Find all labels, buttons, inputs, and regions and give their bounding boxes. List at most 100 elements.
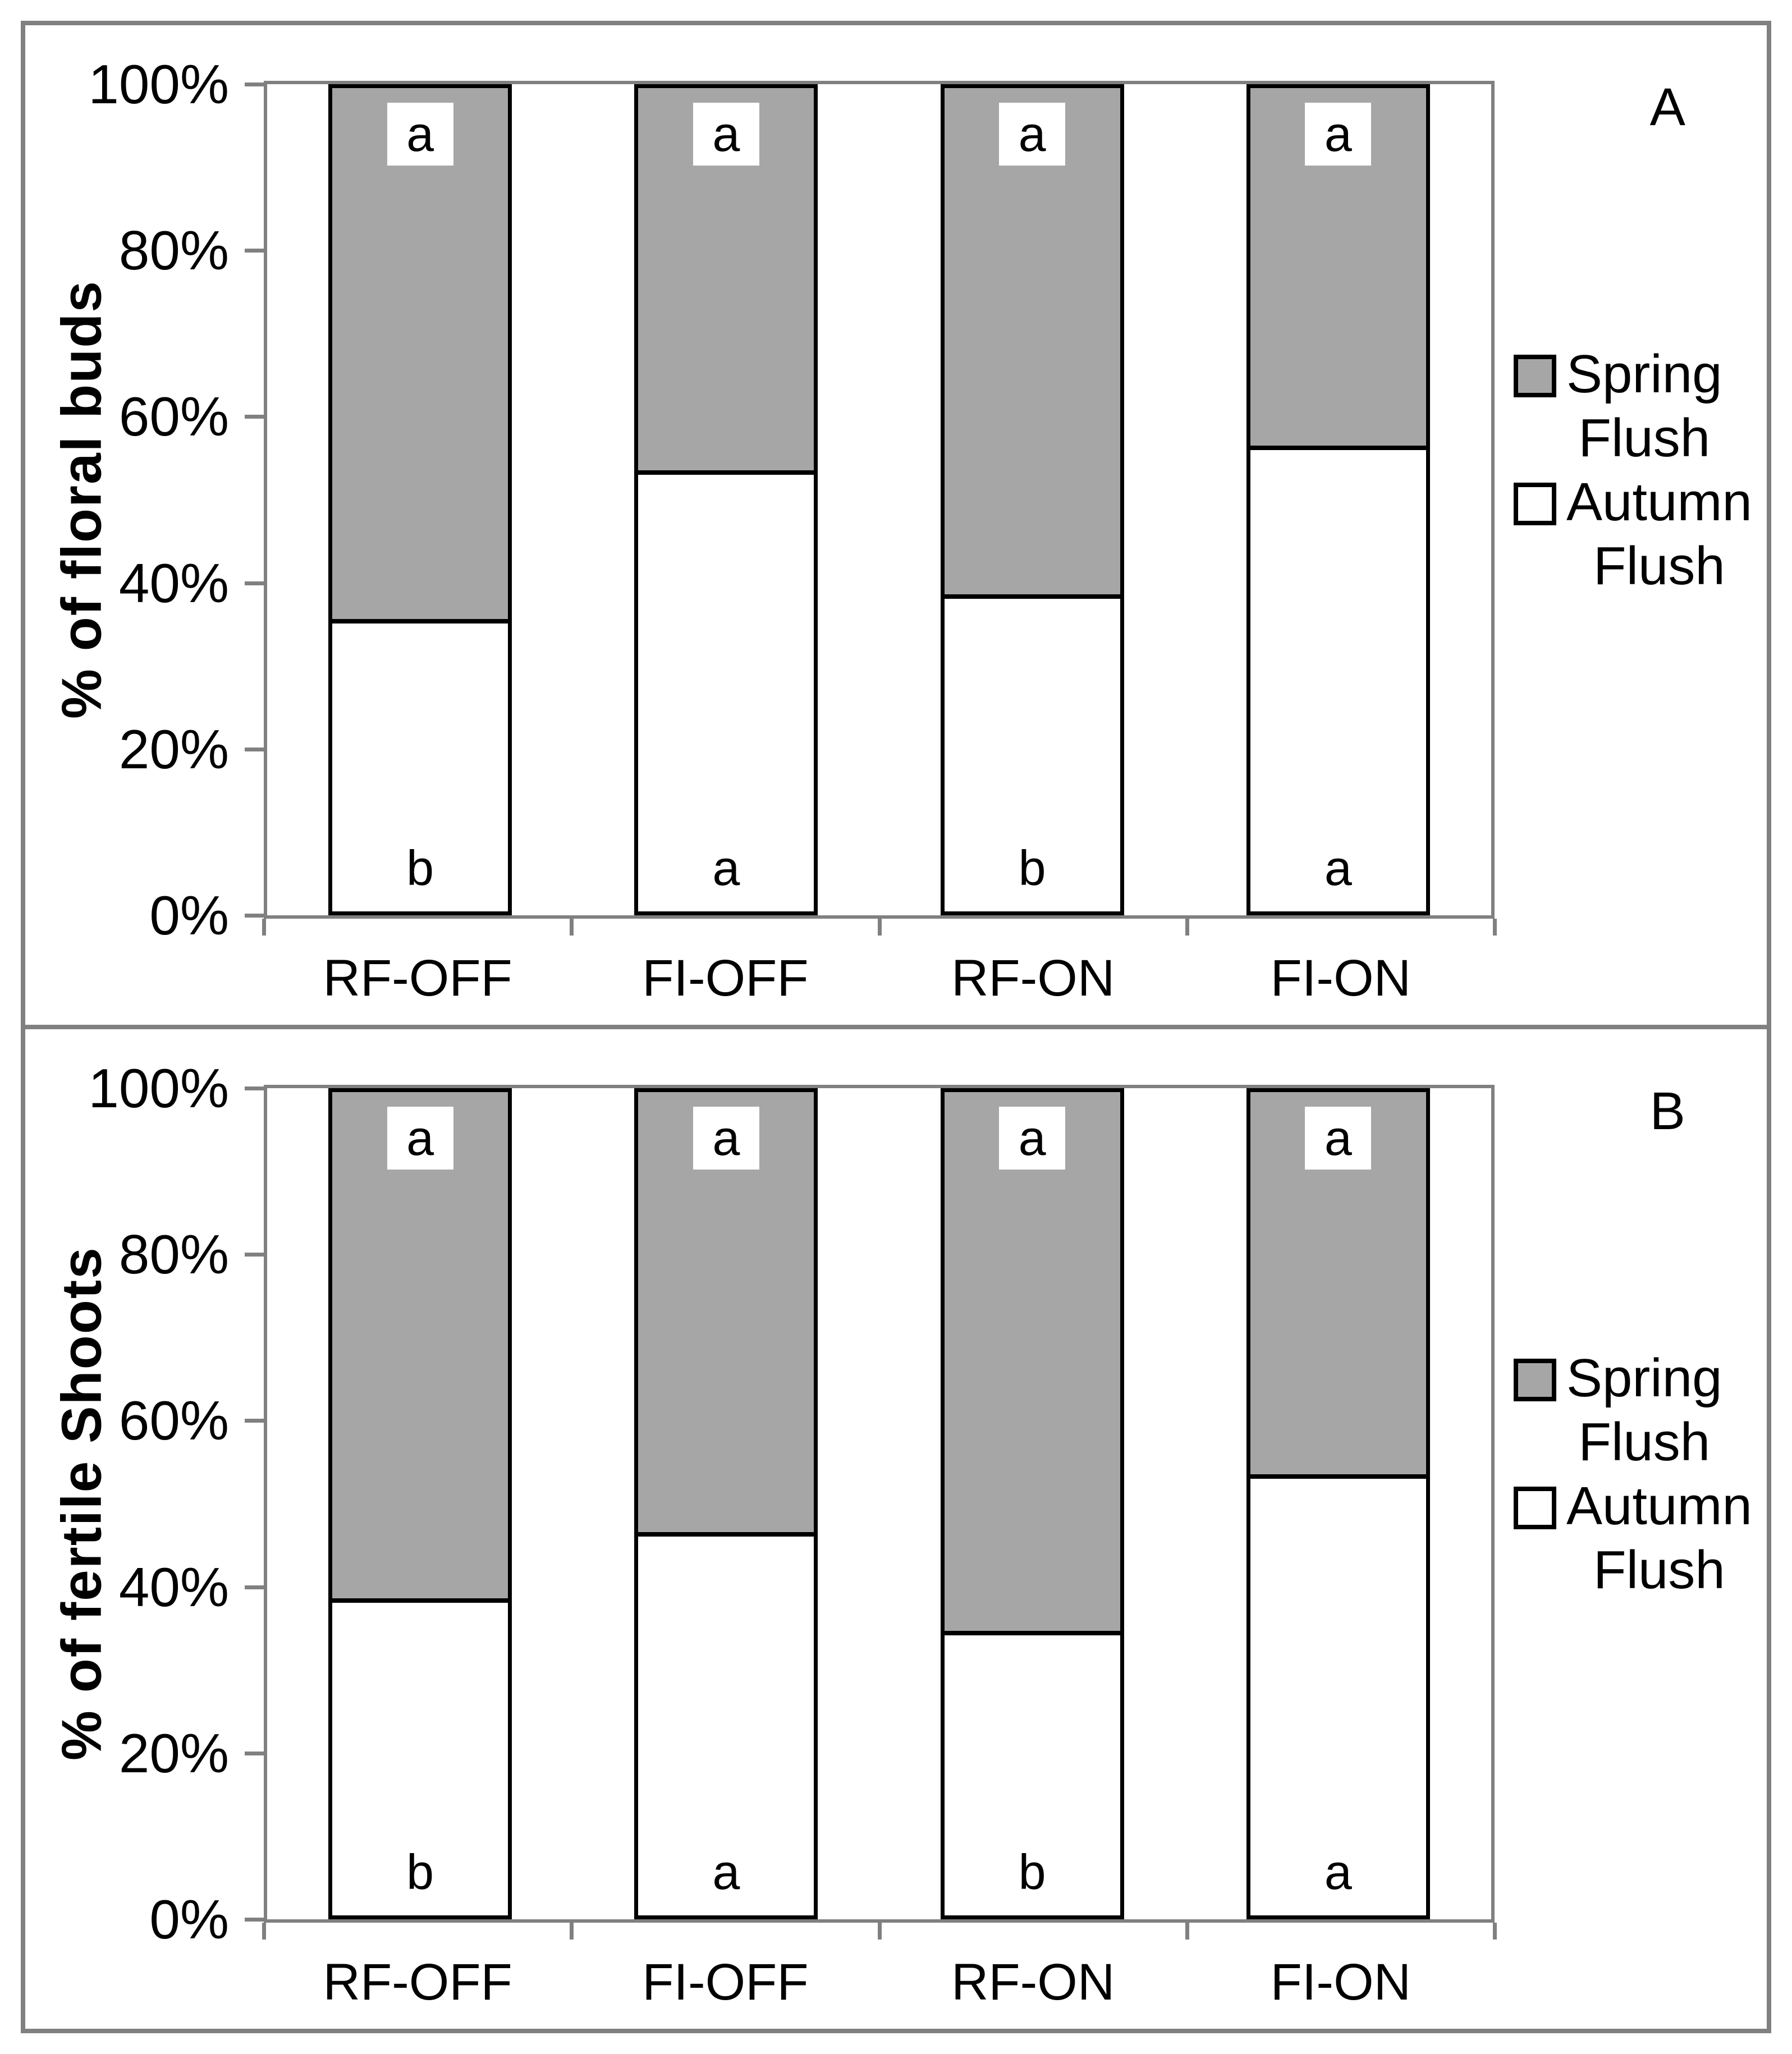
significance-letter-box: a (999, 1107, 1066, 1170)
significance-letter: b (406, 1844, 434, 1900)
significance-letter-box: a (693, 103, 759, 166)
legend-label-line: Flush (1593, 1540, 1725, 1600)
x-axis-labels: RF-OFF FI-OFF RF-ON FI-ON (264, 949, 1495, 1008)
significance-letter-box: a (1305, 1107, 1372, 1170)
x-label-fi-off: FI-OFF (642, 1954, 809, 2011)
y-tick-mark (245, 747, 267, 751)
significance-letter-box: a (693, 1107, 759, 1170)
y-tick-mark (245, 914, 267, 918)
y-tick-label: 0% (149, 884, 229, 946)
significance-letter: b (1018, 1844, 1046, 1900)
x-label-fi-off: FI-OFF (642, 950, 809, 1007)
y-tick-label: 0% (149, 1888, 229, 1950)
x-label-rf-off: RF-OFF (323, 950, 512, 1007)
y-tick-label: 100% (88, 53, 229, 115)
significance-letter-box: a (999, 103, 1066, 166)
significance-letter-box: a (387, 1107, 453, 1170)
legend-label-line: Flush (1578, 408, 1711, 468)
y-tick-label: 40% (118, 1556, 229, 1618)
y-tick-label: 20% (118, 1722, 229, 1784)
x-label-rf-on: RF-ON (951, 1954, 1115, 2011)
y-tick-mark (245, 249, 267, 253)
x-tick-mark (877, 1923, 882, 1940)
legend-entry: Autumn Flush (1514, 470, 1772, 598)
legend-label-line: Autumn (1566, 472, 1752, 532)
segment-spring-flush: a (1250, 88, 1426, 451)
legend-entry: Spring Flush (1514, 342, 1772, 470)
significance-letter: a (712, 1844, 740, 1900)
legend-label-line: Spring (1566, 1348, 1722, 1408)
y-tick-label: 60% (118, 386, 229, 448)
x-tick-mark (570, 919, 574, 936)
segment-spring-flush: a (332, 88, 508, 623)
significance-letter: a (1324, 840, 1352, 896)
segment-spring-flush: a (1250, 1092, 1426, 1479)
y-tick-mark (245, 581, 267, 585)
x-label-fi-on: FI-ON (1270, 1954, 1411, 2011)
y-tick-mark (245, 1419, 267, 1423)
autumn-flush-swatch (1514, 483, 1556, 525)
segment-spring-flush: a (638, 1092, 814, 1537)
legend-entry: Autumn Flush (1514, 1474, 1772, 1602)
y-tick-label: 40% (118, 552, 229, 614)
x-label-rf-on: RF-ON (951, 950, 1115, 1007)
segment-spring-flush: a (332, 1092, 508, 1603)
legend-label-line: Autumn (1566, 1476, 1752, 1536)
segment-autumn-flush: a (1250, 1479, 1426, 1915)
significance-letter: a (1324, 1844, 1352, 1900)
legend-label: Autumn Flush (1566, 1474, 1752, 1602)
legend: Spring Flush Autumn Flush (1514, 1346, 1772, 1602)
x-tick-mark (262, 1923, 266, 1940)
x-axis-ticks (262, 1923, 1497, 1942)
segment-autumn-flush: a (1250, 450, 1426, 911)
y-tick-label: 80% (118, 1223, 229, 1286)
segment-autumn-flush: a (638, 475, 814, 911)
segment-autumn-flush: a (638, 1537, 814, 1915)
y-tick-mark (245, 1918, 267, 1922)
x-tick-mark (1493, 1923, 1497, 1940)
segment-autumn-flush: b (944, 1635, 1120, 1915)
significance-letter-box: a (1305, 103, 1372, 166)
x-tick-mark (1493, 919, 1497, 936)
y-tick-label: 60% (118, 1390, 229, 1452)
y-axis-ticks: 0% 20% 40% 60% 80% 100% (25, 53, 267, 946)
y-tick-label: 20% (118, 718, 229, 780)
y-tick-mark (245, 1086, 267, 1090)
spring-flush-swatch (1514, 355, 1556, 397)
segment-autumn-flush: b (332, 623, 508, 911)
spring-flush-swatch (1514, 1359, 1556, 1401)
legend-label: Autumn Flush (1566, 470, 1752, 598)
y-tick-mark (245, 82, 267, 86)
x-tick-mark (570, 1923, 574, 1940)
segment-autumn-flush: b (332, 1602, 508, 1915)
significance-letter: b (1018, 840, 1046, 896)
legend-entry: Spring Flush (1514, 1346, 1772, 1474)
x-tick-mark (1185, 1923, 1189, 1940)
segment-spring-flush: a (944, 1092, 1120, 1636)
legend-label-line: Spring (1566, 344, 1722, 404)
x-axis-labels: RF-OFF FI-OFF RF-ON FI-ON (264, 1953, 1495, 2012)
significance-letter: b (406, 840, 434, 896)
legend-label-line: Flush (1593, 536, 1725, 596)
significance-letter: a (712, 840, 740, 896)
x-axis-ticks (262, 919, 1497, 938)
legend-label-line: Flush (1578, 1412, 1711, 1472)
panel-b: % of fertile Shoots 0% 20% 40% 60% 80% 100% a… (25, 1025, 1767, 2024)
segment-autumn-flush: b (944, 598, 1120, 911)
